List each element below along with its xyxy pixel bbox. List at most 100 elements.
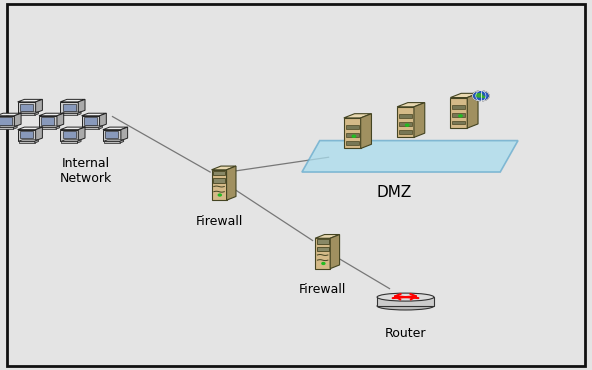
Polygon shape <box>18 114 35 115</box>
Polygon shape <box>227 166 236 200</box>
Circle shape <box>352 135 356 137</box>
Polygon shape <box>452 121 465 124</box>
Polygon shape <box>120 140 124 143</box>
Polygon shape <box>315 238 330 269</box>
Polygon shape <box>18 127 43 130</box>
Polygon shape <box>61 141 78 143</box>
Polygon shape <box>82 126 102 127</box>
Polygon shape <box>20 104 33 111</box>
Polygon shape <box>451 93 478 98</box>
Polygon shape <box>399 114 412 118</box>
Text: Firewall: Firewall <box>299 283 346 296</box>
Polygon shape <box>0 113 21 116</box>
Polygon shape <box>14 113 21 127</box>
Text: Internal
Network: Internal Network <box>60 157 112 185</box>
Polygon shape <box>60 130 78 141</box>
Polygon shape <box>63 131 76 138</box>
Polygon shape <box>452 105 465 108</box>
Polygon shape <box>213 178 225 182</box>
Polygon shape <box>344 118 361 148</box>
Text: Firewall: Firewall <box>195 215 243 228</box>
Polygon shape <box>39 116 57 127</box>
Polygon shape <box>344 114 371 118</box>
Polygon shape <box>18 112 38 114</box>
Polygon shape <box>399 130 412 134</box>
Polygon shape <box>0 126 17 127</box>
Polygon shape <box>346 141 359 145</box>
Polygon shape <box>61 112 81 114</box>
Polygon shape <box>330 235 340 269</box>
Polygon shape <box>78 112 81 115</box>
Polygon shape <box>78 127 85 141</box>
Polygon shape <box>346 125 359 129</box>
Circle shape <box>322 263 325 265</box>
Polygon shape <box>41 117 54 125</box>
Polygon shape <box>399 122 412 126</box>
Circle shape <box>459 115 462 117</box>
Polygon shape <box>104 140 124 141</box>
Circle shape <box>475 93 483 98</box>
Polygon shape <box>60 127 85 130</box>
Polygon shape <box>18 140 38 141</box>
Polygon shape <box>0 116 14 127</box>
Circle shape <box>472 91 490 101</box>
Ellipse shape <box>377 293 434 301</box>
Polygon shape <box>121 127 128 141</box>
Polygon shape <box>61 140 81 141</box>
Circle shape <box>481 95 485 98</box>
Polygon shape <box>302 141 518 172</box>
Polygon shape <box>397 102 424 107</box>
Polygon shape <box>35 140 38 143</box>
Polygon shape <box>56 126 60 129</box>
Polygon shape <box>103 130 121 141</box>
Polygon shape <box>0 117 12 125</box>
Polygon shape <box>60 100 85 102</box>
Polygon shape <box>104 141 120 143</box>
Polygon shape <box>18 141 35 143</box>
Text: Router: Router <box>385 327 426 340</box>
Polygon shape <box>20 131 33 138</box>
Polygon shape <box>211 170 227 200</box>
Polygon shape <box>82 127 99 129</box>
Polygon shape <box>39 113 64 116</box>
Polygon shape <box>467 93 478 128</box>
Polygon shape <box>451 98 467 128</box>
Polygon shape <box>397 107 414 137</box>
Polygon shape <box>18 130 36 141</box>
Polygon shape <box>452 113 465 117</box>
Polygon shape <box>36 100 43 113</box>
Polygon shape <box>40 127 56 129</box>
Polygon shape <box>414 102 424 137</box>
Polygon shape <box>18 100 43 102</box>
Polygon shape <box>18 102 36 113</box>
Polygon shape <box>315 235 340 238</box>
Polygon shape <box>40 126 60 127</box>
Polygon shape <box>317 247 329 251</box>
Polygon shape <box>60 102 78 113</box>
Polygon shape <box>103 127 128 130</box>
Polygon shape <box>84 117 97 125</box>
Circle shape <box>406 124 409 126</box>
Polygon shape <box>0 127 14 129</box>
Circle shape <box>218 194 221 196</box>
Text: DMZ: DMZ <box>376 185 411 200</box>
Polygon shape <box>82 116 99 127</box>
Polygon shape <box>346 133 359 137</box>
Polygon shape <box>78 140 81 143</box>
Ellipse shape <box>377 302 434 310</box>
Polygon shape <box>36 127 43 141</box>
Polygon shape <box>213 171 225 175</box>
Polygon shape <box>82 113 107 116</box>
Polygon shape <box>63 104 76 111</box>
Polygon shape <box>78 100 85 113</box>
Polygon shape <box>99 113 107 127</box>
Polygon shape <box>317 239 329 244</box>
Polygon shape <box>377 297 434 306</box>
Polygon shape <box>35 112 38 115</box>
Polygon shape <box>361 114 371 148</box>
Polygon shape <box>211 166 236 170</box>
Polygon shape <box>61 114 78 115</box>
Polygon shape <box>57 113 64 127</box>
Polygon shape <box>99 126 102 129</box>
Polygon shape <box>105 131 118 138</box>
